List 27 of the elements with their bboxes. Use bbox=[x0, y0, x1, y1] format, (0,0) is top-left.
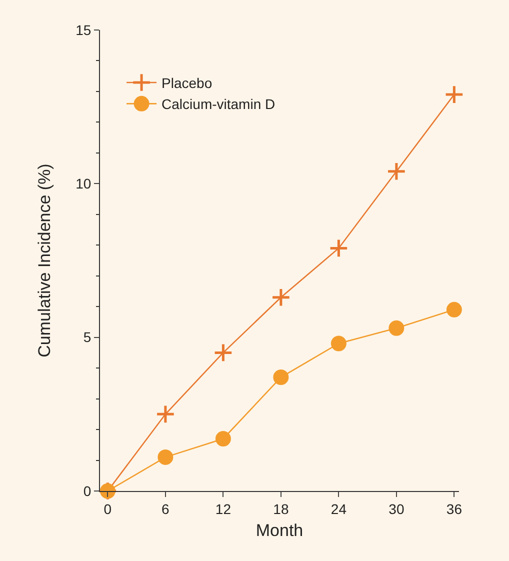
y-tick-label: 0 bbox=[83, 482, 92, 499]
legend-label: Calcium-vitamin D bbox=[162, 96, 276, 112]
x-tick-label: 18 bbox=[273, 500, 289, 517]
point bbox=[271, 288, 291, 308]
y-tick-label: 15 bbox=[76, 22, 92, 38]
x-tick-label: 6 bbox=[162, 500, 170, 517]
x-tick-label: 12 bbox=[215, 500, 232, 517]
x-tick-label: 36 bbox=[446, 500, 462, 517]
y-axis-title: Cumulative Incidence (%) bbox=[35, 164, 54, 358]
y-tick-label: 5 bbox=[83, 329, 92, 346]
y-tick-label: 10 bbox=[76, 176, 92, 192]
point bbox=[329, 238, 348, 258]
point bbox=[446, 302, 462, 318]
point bbox=[273, 370, 289, 386]
point bbox=[386, 162, 406, 182]
legend-label: Placebo bbox=[162, 74, 212, 91]
x-tick-label: 30 bbox=[388, 500, 404, 517]
x-tick-label: 24 bbox=[330, 500, 347, 517]
point bbox=[158, 449, 174, 465]
point bbox=[330, 336, 346, 352]
point bbox=[444, 84, 464, 104]
x-tick-label: 0 bbox=[104, 500, 112, 517]
point bbox=[156, 404, 176, 424]
point bbox=[214, 343, 233, 362]
x-axis-title: Month bbox=[256, 521, 304, 540]
point bbox=[215, 431, 231, 446]
point bbox=[388, 320, 404, 336]
